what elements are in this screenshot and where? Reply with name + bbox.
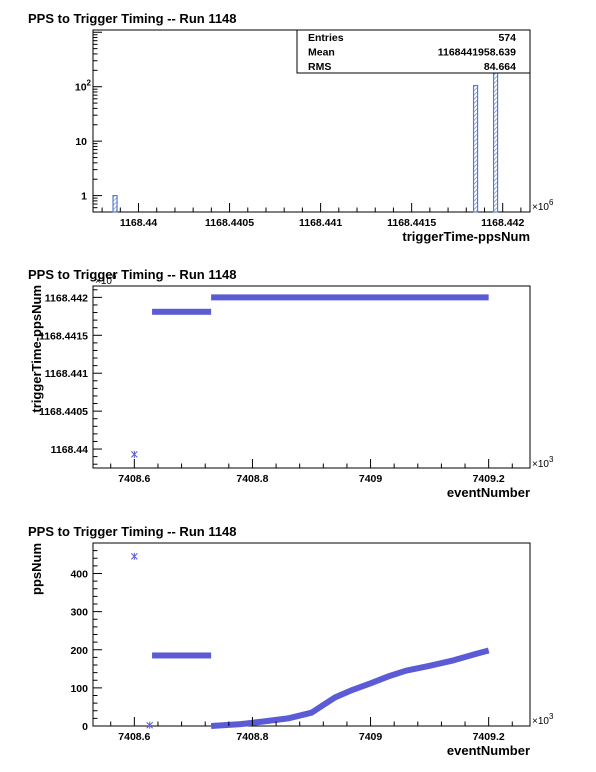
data-curve	[210, 647, 490, 729]
histogram-bar	[492, 49, 499, 213]
y-tick-label: 1168.44	[51, 444, 89, 456]
scatter-marks	[130, 552, 490, 729]
histogram-bar	[112, 195, 118, 213]
x-axis-ticks: 7408.6 7408.8 7409 7409.2	[110, 717, 513, 743]
data-band	[211, 294, 489, 301]
data-band	[152, 308, 212, 315]
x-axis-label: triggerTime-ppsNum	[402, 229, 530, 244]
x-tick-label: 1168.4415	[387, 217, 436, 229]
stats-box-frame	[296, 29, 531, 74]
y-tick-label: 100	[70, 683, 88, 695]
y-tick-label: 1168.442	[45, 292, 88, 304]
scatter-panel-trigger: PPS to Trigger Timing -- Run 1148 7408.6…	[28, 267, 554, 500]
x-tick-label: 1168.44	[120, 217, 158, 229]
y-tick-label: 0	[82, 721, 88, 733]
x-axis-ticks: 7408.6 7408.8 7409 7409.2	[110, 459, 513, 485]
data-point	[130, 552, 138, 560]
chart-title: PPS to Trigger Timing -- Run 1148	[28, 11, 237, 26]
y-tick-label: 200	[70, 645, 88, 657]
histogram-panel: PPS to Trigger Timing -- Run 1148 1168.4…	[28, 11, 554, 244]
y-exponent-label: ×106	[95, 272, 117, 287]
data-band	[152, 652, 212, 659]
y-tick-label: 1168.4415	[39, 330, 88, 342]
x-tick-label: 7408.8	[236, 731, 268, 743]
y-tick-label: 1168.4405	[39, 406, 88, 418]
chart-title: PPS to Trigger Timing -- Run 1148	[28, 524, 237, 539]
x-tick-label: 1168.442	[481, 217, 524, 229]
y-tick-label: 102	[75, 79, 92, 94]
scatter-panel-ppsnum: PPS to Trigger Timing -- Run 1148 7408.6…	[28, 524, 554, 758]
stats-name: Mean	[308, 47, 335, 59]
x-exponent-label: ×103	[532, 455, 554, 470]
x-axis-ticks: 1168.44 1168.4405 1168.441 1168.4415 1168.44…	[101, 203, 524, 229]
x-axis-label: eventNumber	[447, 743, 530, 758]
stats-value: 84.664	[484, 61, 516, 73]
x-tick-label: 7409	[359, 731, 383, 743]
stats-rows: Entries 574 Mean 1168441958.639 RMS 84.664	[308, 32, 516, 73]
y-tick-label: 300	[70, 607, 88, 619]
y-tick-label: 1	[81, 191, 87, 203]
data-point	[130, 450, 138, 458]
x-tick-label: 7409	[359, 473, 383, 485]
stats-box: Entries 574 Mean 1168441958.639 RMS 84.664	[296, 29, 531, 74]
x-axis-label: eventNumber	[447, 485, 530, 500]
x-tick-label: 1168.441	[299, 217, 342, 229]
stats-value: 1168441958.639	[438, 47, 516, 59]
plot-frame	[92, 542, 531, 727]
stats-value: 574	[498, 32, 516, 44]
y-axis-label: triggerTime-ppsNum	[29, 285, 44, 413]
x-tick-label: 7409.2	[473, 731, 505, 743]
x-exponent-label: ×103	[532, 712, 554, 727]
x-tick-label: 7408.6	[118, 473, 150, 485]
x-tick-label: 7408.8	[236, 473, 268, 485]
histogram-bar	[472, 84, 479, 213]
y-tick-label: 10	[75, 136, 87, 148]
data-point	[146, 721, 154, 729]
y-axis-label: ppsNum	[29, 543, 44, 595]
y-axis-ticks: 0 100 200 300 400	[70, 542, 102, 733]
y-axis-ticks: 1 10 102	[75, 31, 102, 213]
stats-name: RMS	[308, 61, 331, 73]
x-tick-label: 1168.4405	[205, 217, 254, 229]
x-tick-label: 7409.2	[473, 473, 505, 485]
y-tick-label: 400	[70, 569, 88, 581]
scatter-marks	[130, 294, 489, 458]
x-tick-label: 7408.6	[118, 731, 150, 743]
plot-frame	[92, 285, 531, 469]
stats-name: Entries	[308, 32, 344, 44]
y-axis-ticks: 1168.44 1168.4405 1168.441 1168.4415 1168.44…	[39, 289, 102, 465]
y-tick-label: 1168.441	[45, 368, 88, 380]
x-exponent-label: ×106	[532, 198, 554, 213]
chart-title: PPS to Trigger Timing -- Run 1148	[28, 267, 237, 282]
